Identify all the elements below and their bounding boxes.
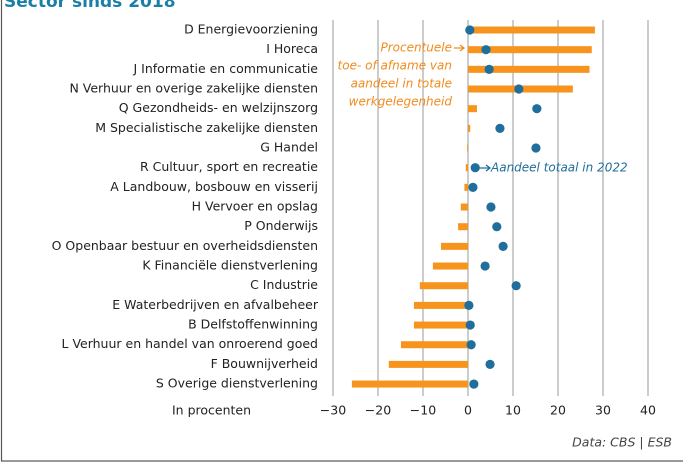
bar [414,321,468,329]
dot [484,64,494,74]
category-label: A Landbouw, bosbouw en visserij [110,179,318,194]
source: Data: CBS | ESB [572,435,672,450]
category-label: H Vervoer en opslag [192,199,318,214]
category-label: G Handel [260,140,318,155]
bar [388,360,468,368]
category-label: E Waterbedrijven en afvalbeheer [112,297,319,312]
x-tick-label: −10 [410,403,436,418]
arrow [454,44,466,52]
x-tick-label: −20 [365,403,391,418]
x-tick-label: 10 [505,403,521,418]
dot [532,104,542,114]
category-label: M Specialistische zakelijke diensten [95,120,318,135]
category-label: O Openbaar bestuur en overheidsdiensten [52,238,318,253]
bar [432,262,468,270]
category-label: P Onderwijs [244,218,318,233]
bar [468,105,477,113]
category-label: F Bouwnijverheid [211,356,318,371]
x-tick-label: −30 [320,403,346,418]
dot [495,123,505,133]
bar [468,46,592,54]
bar [419,282,468,290]
bar-annotation: Procentuele [380,41,452,55]
category-label: I Horeca [266,41,318,56]
dot [465,25,475,35]
bar-annotation: toe- of afname van [338,59,452,73]
bar [351,380,468,388]
dot [470,163,480,173]
category-label: Q Gezondheids- en welzijnszorg [119,100,318,115]
category-label: C Industrie [250,277,318,292]
bar [464,183,468,191]
x-axis-label: In procenten [172,403,251,418]
dot [498,241,508,251]
dot [468,182,478,192]
bar [441,242,468,250]
dot [466,340,476,350]
x-tick-label: 0 [464,403,472,418]
bar [460,203,468,211]
x-tick-label: 40 [640,403,656,418]
bar [465,164,468,172]
bar-annotation: werkgelegenheid [349,95,453,109]
dot [464,300,474,310]
category-label: K Financiële dienstverlening [142,258,318,273]
category-label: N Verhuur en overige zakelijke diensten [69,81,318,96]
x-tick-label: 30 [595,403,611,418]
x-tick-label: 20 [550,403,566,418]
bar [458,223,468,231]
chart-title: Sector sinds 2018 [4,0,176,12]
bar [468,65,590,73]
dot [465,320,475,330]
category-label: L Verhuur en handel van onroerend goed [62,336,319,351]
dot [492,222,502,232]
bar [467,144,468,152]
dot [486,202,496,212]
dot [480,261,490,271]
category-label: S Overige dienstverlening [156,376,318,391]
dot [481,45,491,55]
dot [514,84,524,94]
bar [468,26,595,34]
dot [469,379,479,389]
category-label: D Energievoorziening [184,22,318,37]
dot [531,143,541,153]
category-label: B Delfstoffenwinning [188,317,318,332]
bar [468,124,471,132]
bar-annotation: aandeel in totale [351,77,452,91]
dot [511,281,521,291]
arrow [478,164,492,172]
dot [485,359,495,369]
category-label: J Informatie en communicatie [133,61,319,76]
dot-annotation: Aandeel totaal in 2022 [490,161,628,175]
bar [400,341,468,349]
bar [414,301,468,309]
category-label: R Cultuur, sport en recreatie [140,159,318,174]
